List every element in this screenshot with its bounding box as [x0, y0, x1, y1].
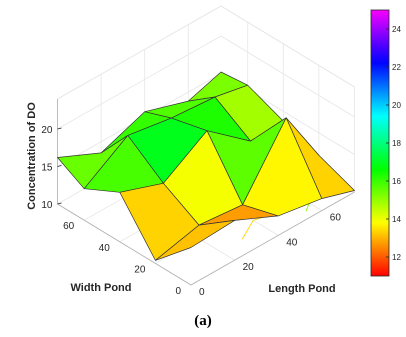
z-tick — [57, 202, 62, 205]
y-axis-label: Width Pond — [71, 282, 132, 294]
colorbar-tick-label: 16 — [392, 177, 401, 186]
x-tick-label: 40 — [286, 237, 298, 248]
z-tick-label: 10 — [41, 200, 53, 211]
y-tick-label: 0 — [175, 286, 181, 297]
axis-line — [57, 191, 355, 286]
x-tick-label: 0 — [199, 287, 205, 298]
z-tick-label: 20 — [41, 125, 53, 136]
figure-caption: (a) — [194, 313, 212, 329]
z-tick — [57, 165, 62, 167]
axis-line — [57, 5, 355, 100]
grid-line — [57, 35, 355, 130]
axis-ticks: 10 15 20 0 20 40 60 0 20 40 60 — [41, 125, 341, 298]
z-tick — [57, 127, 62, 130]
colorbar-tick-label: 12 — [392, 253, 401, 262]
surface-plot — [57, 71, 355, 261]
y-tick-label: 40 — [99, 243, 111, 254]
x-axis-label: Length Pond — [268, 283, 335, 295]
colorbar-tick-label: 20 — [392, 101, 401, 110]
x-tick-label: 60 — [330, 213, 342, 224]
y-tick-label: 60 — [63, 221, 75, 232]
colorbar-tick-label: 14 — [392, 215, 401, 224]
z-tick-label: 15 — [41, 163, 53, 174]
y-tick-label: 20 — [134, 264, 146, 275]
colorbar-tick-label: 22 — [392, 63, 401, 72]
colorbar-tick-label: 24 — [392, 25, 401, 34]
colorbar: 12 14 16 18 20 22 24 — [370, 9, 401, 277]
colorbar-tick-label: 18 — [392, 139, 401, 148]
surface-patch — [155, 220, 235, 261]
z-axis-label: Concentration of DO — [26, 102, 38, 210]
x-tick-label: 20 — [243, 262, 255, 273]
